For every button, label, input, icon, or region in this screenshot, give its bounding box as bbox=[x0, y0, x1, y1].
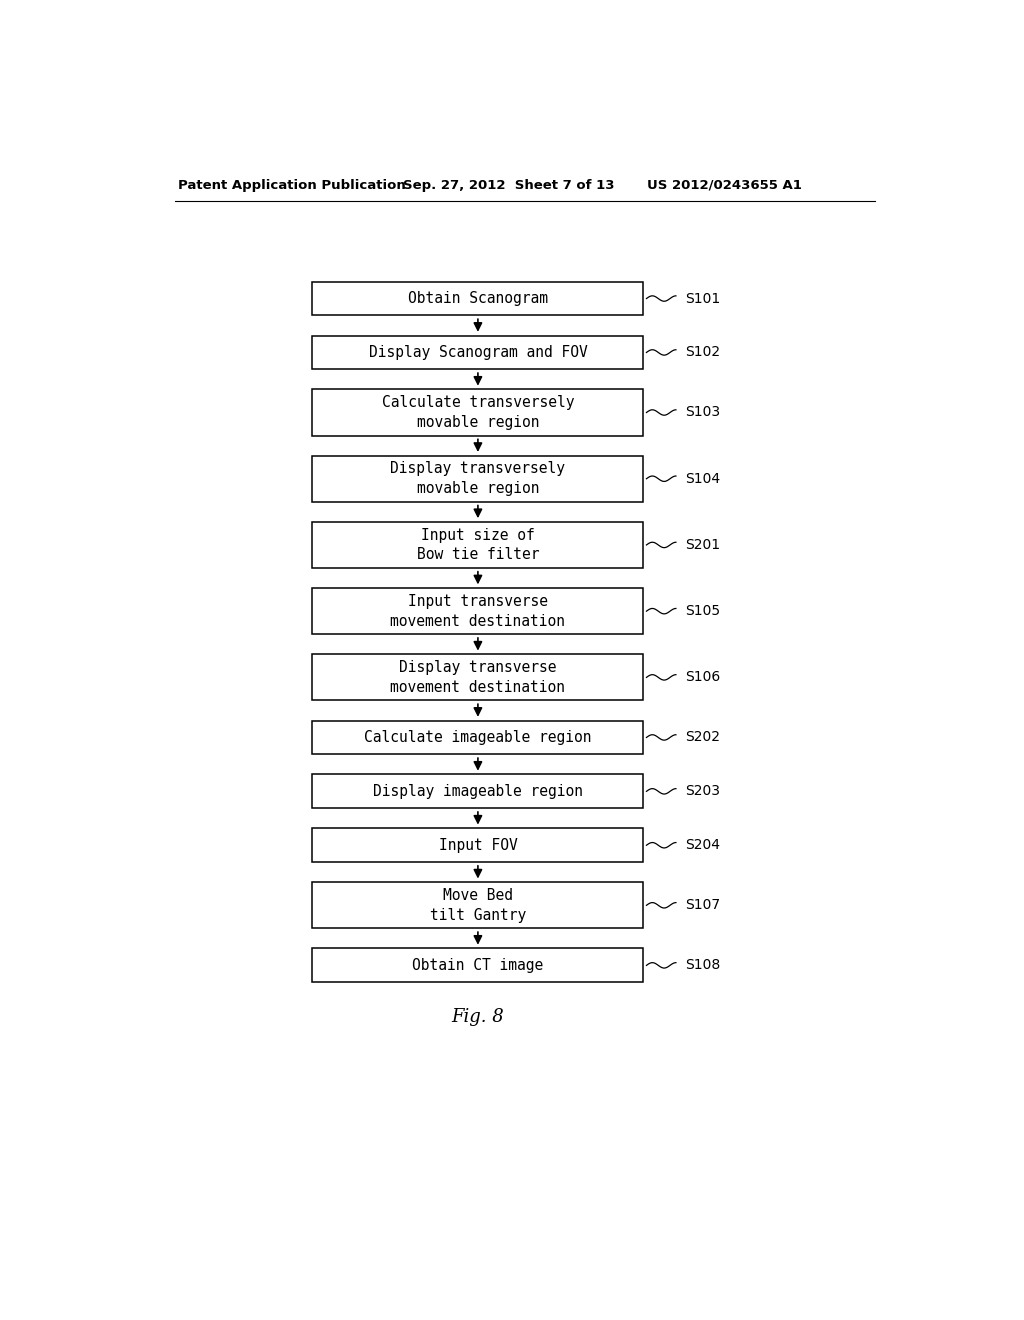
Text: Calculate transversely
movable region: Calculate transversely movable region bbox=[382, 395, 574, 430]
Text: S103: S103 bbox=[685, 405, 720, 420]
Bar bbox=[312, 389, 643, 436]
Text: Calculate imageable region: Calculate imageable region bbox=[365, 730, 592, 744]
Bar bbox=[312, 455, 643, 502]
Bar bbox=[312, 829, 643, 862]
Text: Fig. 8: Fig. 8 bbox=[452, 1008, 504, 1026]
Text: Display Scanogram and FOV: Display Scanogram and FOV bbox=[369, 345, 588, 360]
Text: US 2012/0243655 A1: US 2012/0243655 A1 bbox=[647, 178, 802, 191]
Bar bbox=[312, 882, 643, 928]
Bar bbox=[312, 949, 643, 982]
Text: Display transverse
movement destination: Display transverse movement destination bbox=[390, 660, 565, 694]
Text: Obtain Scanogram: Obtain Scanogram bbox=[408, 290, 548, 306]
Bar bbox=[312, 589, 643, 635]
Bar bbox=[312, 721, 643, 755]
Bar bbox=[312, 775, 643, 808]
Text: S203: S203 bbox=[685, 784, 720, 799]
Text: Patent Application Publication: Patent Application Publication bbox=[178, 178, 407, 191]
Text: Display transversely
movable region: Display transversely movable region bbox=[390, 461, 565, 496]
Bar bbox=[312, 335, 643, 370]
Text: S104: S104 bbox=[685, 471, 720, 486]
Text: Input transverse
movement destination: Input transverse movement destination bbox=[390, 594, 565, 628]
Text: S105: S105 bbox=[685, 605, 720, 618]
Text: Move Bed
tilt Gantry: Move Bed tilt Gantry bbox=[430, 888, 526, 923]
Text: S107: S107 bbox=[685, 899, 720, 912]
Text: Display imageable region: Display imageable region bbox=[373, 784, 583, 799]
Text: Input FOV: Input FOV bbox=[438, 838, 517, 853]
Bar bbox=[312, 521, 643, 568]
Text: S204: S204 bbox=[685, 838, 720, 853]
Text: Sep. 27, 2012  Sheet 7 of 13: Sep. 27, 2012 Sheet 7 of 13 bbox=[403, 178, 614, 191]
Text: S201: S201 bbox=[685, 539, 720, 552]
Bar bbox=[312, 655, 643, 701]
Text: S106: S106 bbox=[685, 671, 721, 684]
Text: S108: S108 bbox=[685, 958, 721, 973]
Text: Input size of
Bow tie filter: Input size of Bow tie filter bbox=[417, 528, 540, 562]
Text: S102: S102 bbox=[685, 346, 720, 359]
Text: S101: S101 bbox=[685, 292, 721, 305]
Text: S202: S202 bbox=[685, 730, 720, 744]
Text: Obtain CT image: Obtain CT image bbox=[413, 958, 544, 973]
Bar bbox=[312, 281, 643, 315]
